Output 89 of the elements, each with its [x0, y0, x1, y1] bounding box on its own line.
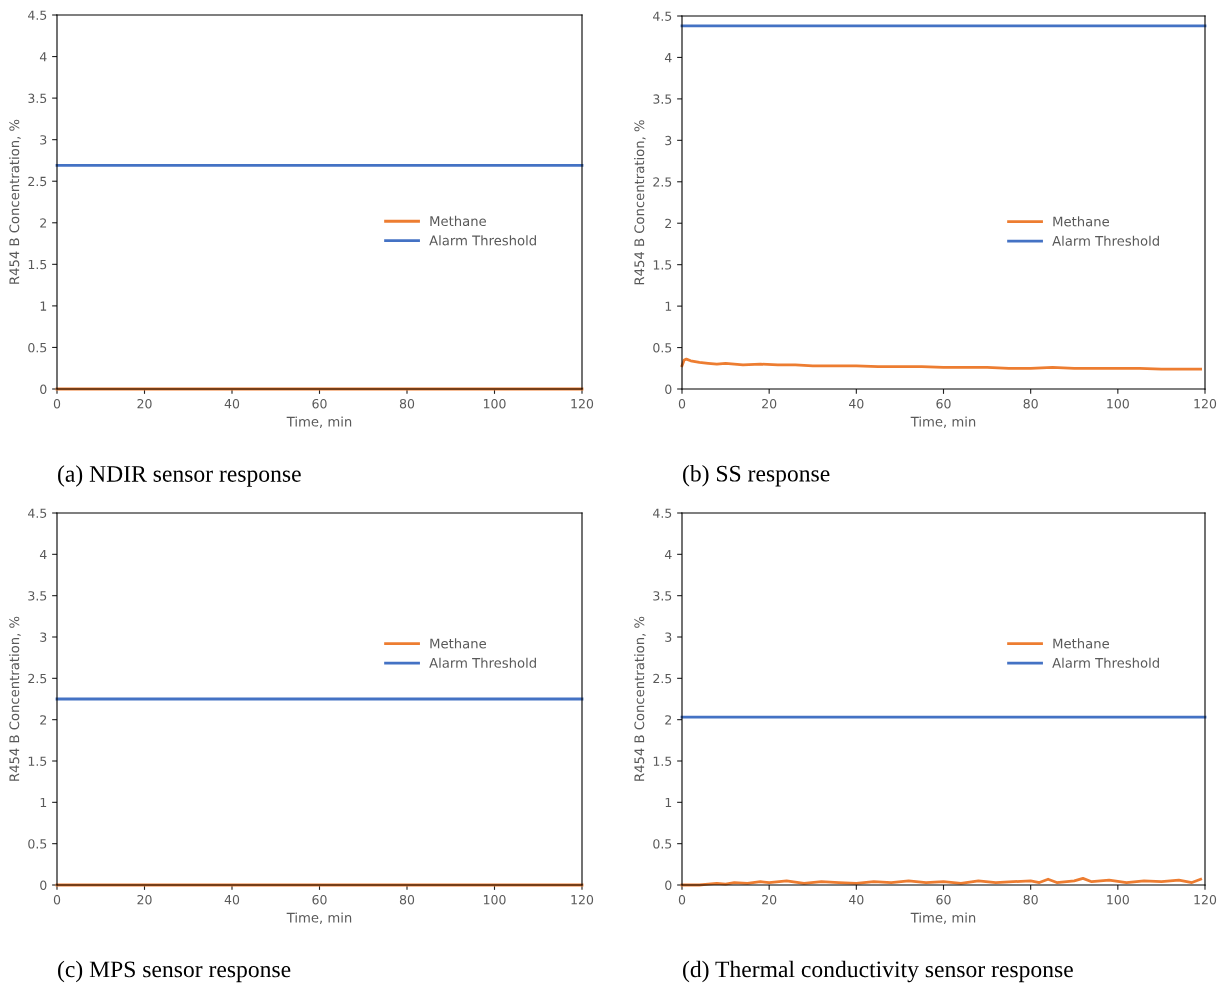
x-tick-label: 20: [137, 894, 152, 905]
y-tick-label: 1.5: [28, 756, 47, 766]
y-tick-label: 2: [40, 715, 47, 725]
x-tick-label: 60: [936, 398, 951, 409]
y-tick-label: 0.5: [653, 343, 672, 353]
y-tick-label: 1.5: [653, 260, 672, 270]
text: (b) SS response: [683, 464, 830, 487]
x-tick-label: 100: [1107, 894, 1129, 905]
y-tick-label: 0: [40, 384, 47, 394]
x-tick-label: 0: [678, 894, 686, 905]
y-tick-label: 2.5: [653, 673, 672, 684]
x-tick-label: 80: [1023, 894, 1038, 905]
x-tick-label: 80: [1023, 398, 1038, 409]
x-tick-label: 20: [762, 894, 777, 905]
legend-label: Alarm Threshold: [429, 235, 536, 246]
y-tick-label: 1: [40, 797, 47, 808]
x-tick-label: 0: [53, 398, 61, 409]
x-tick-label: 120: [571, 398, 594, 409]
x-axis-title: Time, min: [286, 912, 352, 924]
y-tick-label: 1: [40, 301, 47, 311]
legend-label: Alarm Threshold: [1052, 657, 1159, 668]
y-tick-label: 2.5: [28, 176, 47, 187]
y-tick-label: 0.5: [28, 839, 47, 849]
y-tick-label: 0: [665, 880, 672, 890]
y-axis-title: R454 B Concentration, %: [9, 119, 21, 284]
x-tick-label: 40: [848, 398, 864, 409]
y-tick-label: 1.5: [653, 756, 672, 766]
text: (a) NDIR sensor response: [58, 465, 301, 487]
y-tick-label: 3.5: [653, 94, 672, 104]
x-tick-label: 100: [483, 894, 506, 905]
y-tick-label: 4.5: [28, 508, 47, 518]
y-axis-title: R454 B Concentration, %: [9, 616, 21, 781]
y-tick-label: 3: [665, 632, 672, 642]
y-tick-label: 2.5: [653, 177, 672, 187]
x-tick-label: 60: [312, 894, 327, 905]
y-tick-label: 0.5: [653, 839, 672, 849]
legend-label: Alarm Threshold: [1052, 235, 1159, 246]
x-axis-title: Time, min: [286, 416, 352, 428]
x-axis-title: Time, min: [910, 416, 976, 428]
legend-label: Alarm Threshold: [429, 657, 536, 668]
x-tick-label: 80: [399, 894, 415, 905]
text: (d) Thermal conductivity sensor response: [683, 960, 1073, 983]
x-tick-label: 120: [571, 894, 594, 905]
legend-label: Methane: [430, 215, 487, 227]
y-tick-label: 1: [665, 797, 672, 808]
y-tick-label: 4: [39, 52, 47, 62]
legend-label: Methane: [1053, 638, 1110, 649]
y-tick-label: 0: [40, 880, 47, 890]
legend-label: Methane: [430, 638, 487, 649]
x-tick-label: 60: [936, 894, 951, 905]
y-tick-label: 2: [665, 218, 672, 228]
x-tick-label: 40: [224, 398, 240, 409]
y-axis-title: R454 B Concentration, %: [634, 616, 646, 781]
x-tick-label: 60: [312, 398, 327, 409]
y-tick-label: 4.5: [653, 508, 672, 518]
x-tick-label: 100: [483, 398, 506, 409]
y-tick-label: 4.5: [653, 11, 672, 21]
line-series: [680, 357, 1203, 371]
y-tick-label: 3: [665, 135, 672, 146]
y-tick-label: 1: [665, 301, 672, 311]
legend-label: Methane: [1053, 216, 1110, 227]
y-axis-title: R454 B Concentration, %: [634, 120, 646, 285]
x-tick-label: 80: [399, 398, 415, 409]
x-tick-label: 20: [762, 398, 777, 409]
x-tick-label: 40: [848, 894, 864, 905]
x-axis-title: Time, min: [910, 912, 976, 924]
x-tick-label: 120: [1194, 894, 1217, 905]
y-tick-label: 3: [40, 632, 47, 642]
text: (c) MPS sensor response: [58, 960, 291, 983]
x-tick-label: 20: [137, 398, 152, 409]
y-tick-label: 4: [664, 549, 672, 560]
y-tick-label: 3.5: [653, 591, 672, 601]
x-tick-label: 0: [53, 894, 61, 905]
y-tick-label: 2.5: [28, 673, 47, 684]
x-tick-label: 120: [1194, 398, 1217, 409]
y-tick-label: 0.5: [28, 342, 47, 353]
y-tick-label: 2: [40, 218, 47, 228]
y-tick-label: 4: [39, 549, 47, 560]
y-tick-label: 1.5: [28, 259, 47, 270]
y-tick-label: 4.5: [28, 10, 47, 20]
y-tick-label: 4: [664, 53, 672, 63]
x-tick-label: 100: [1107, 398, 1129, 409]
y-tick-label: 0: [665, 384, 672, 394]
x-tick-label: 40: [224, 894, 240, 905]
y-tick-label: 2: [665, 715, 672, 725]
x-tick-label: 0: [678, 398, 686, 409]
y-tick-label: 3.5: [28, 591, 47, 601]
y-tick-label: 3: [40, 135, 47, 145]
y-tick-label: 3.5: [28, 93, 47, 104]
